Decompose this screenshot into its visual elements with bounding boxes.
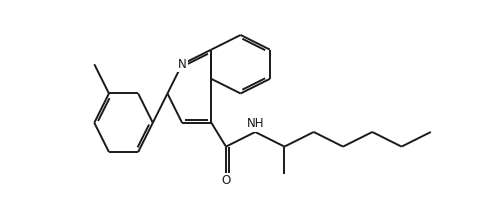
- Text: N: N: [178, 58, 186, 71]
- Text: O: O: [221, 174, 231, 187]
- Text: NH: NH: [246, 118, 264, 130]
